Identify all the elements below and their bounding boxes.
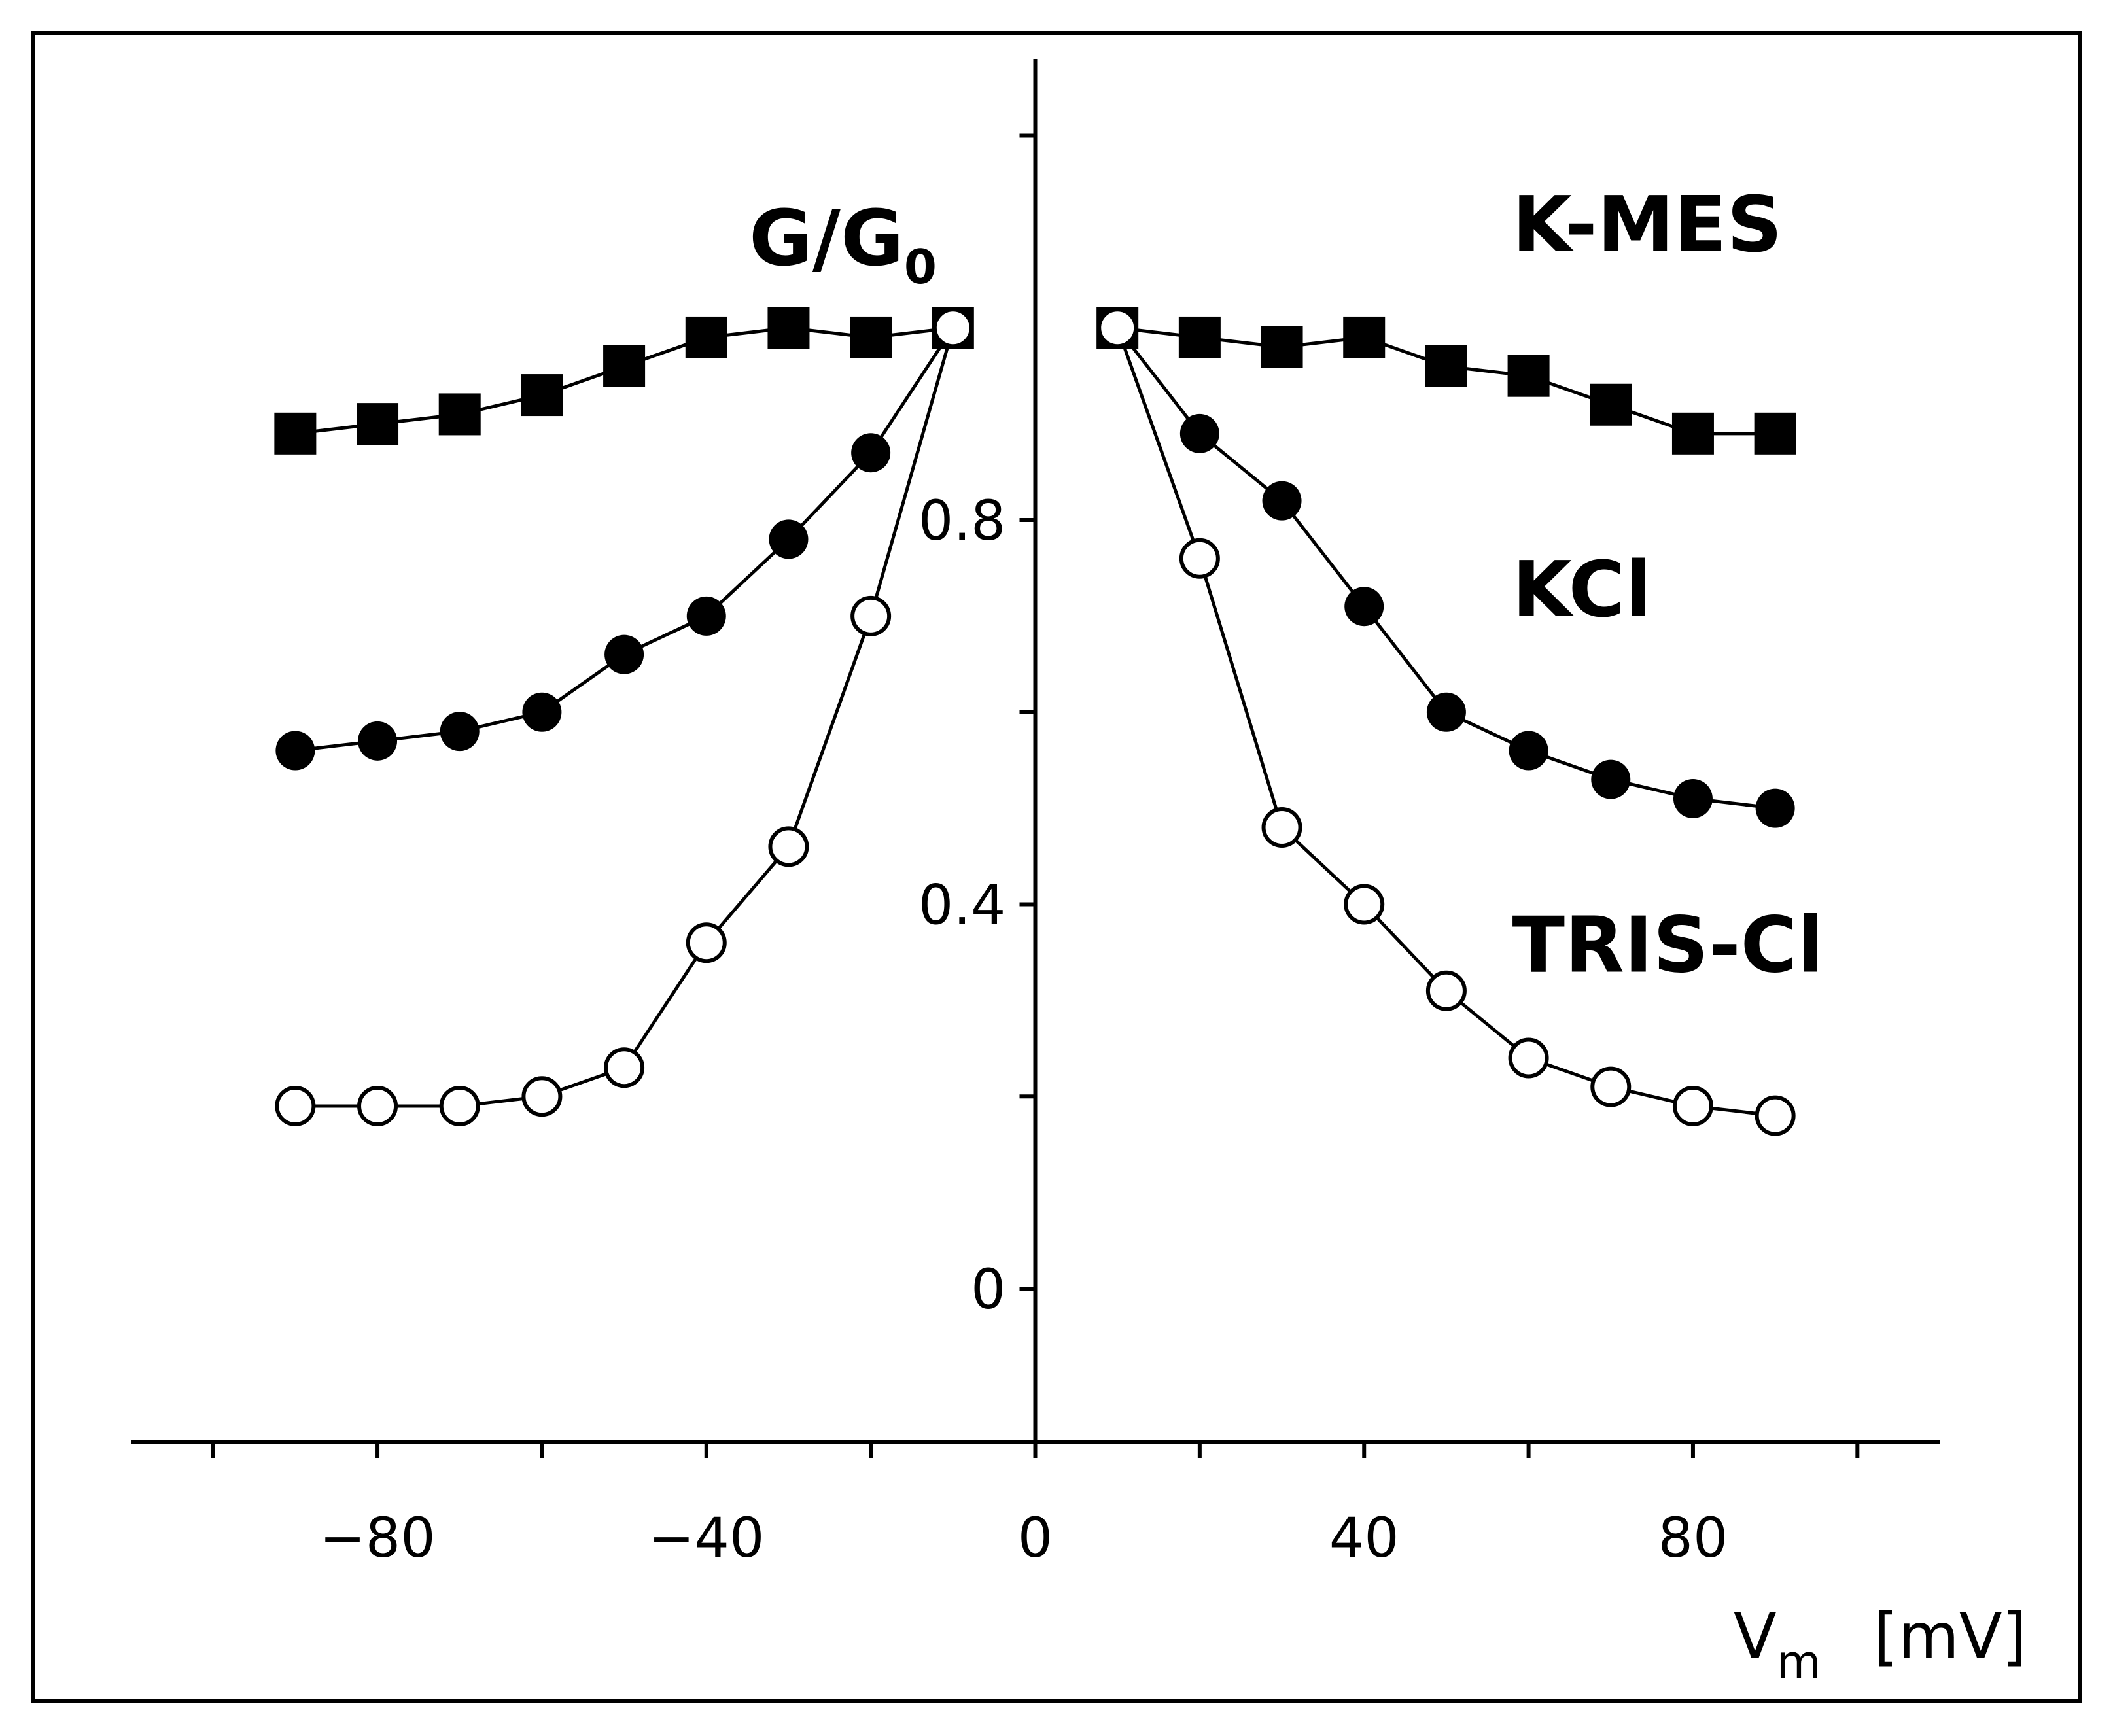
y-axis-title-main: G/G [749, 193, 904, 283]
series-line-kcl [295, 326, 954, 752]
y-axis-title: G/G0 [749, 193, 937, 294]
data-point-kmes [1178, 316, 1221, 358]
x-tick-label: 0 [1018, 1506, 1053, 1570]
data-point-triscl [275, 1085, 316, 1126]
data-point-triscl [439, 1085, 480, 1126]
data-point-triscl [1097, 307, 1138, 349]
data-point-kcl [1179, 413, 1219, 453]
data-point-kcl [275, 731, 315, 771]
data-point-kcl [1591, 759, 1631, 799]
data-point-kmes [521, 374, 563, 417]
data-point-kmes [438, 393, 481, 436]
data-point-kmes [603, 345, 646, 387]
x-axis-title-sub: m [1777, 1635, 1821, 1689]
data-point-kcl [851, 433, 891, 473]
data-point-kmes [1425, 345, 1467, 387]
data-point-kcl [604, 634, 644, 674]
data-point-kcl [440, 712, 480, 752]
data-point-triscl [686, 922, 727, 963]
data-point-kmes [274, 412, 317, 455]
data-point-triscl [604, 1047, 645, 1088]
series-label: KCl [1512, 544, 1651, 634]
data-point-triscl [932, 307, 973, 349]
data-point-kmes [850, 316, 892, 358]
series-label: K-MES [1512, 179, 1782, 269]
data-point-kmes [1261, 326, 1303, 368]
data-point-triscl [1179, 538, 1220, 579]
data-point-kmes [1671, 412, 1714, 455]
data-point-kcl [358, 721, 398, 761]
x-axis-title-unit: [mV] [1874, 1600, 2027, 1673]
series-layer [274, 307, 1796, 1136]
data-point-triscl [357, 1085, 398, 1126]
data-point-kmes [685, 316, 727, 358]
data-point-triscl [1425, 970, 1467, 1011]
y-tick-label: 0 [971, 1257, 1005, 1321]
data-point-triscl [850, 595, 892, 636]
y-tick-label: 0.8 [918, 489, 1006, 553]
data-point-triscl [1672, 1085, 1713, 1126]
data-point-kcl [1509, 731, 1548, 771]
data-point-kmes [1507, 355, 1550, 397]
figure-frame [31, 31, 2082, 1703]
y-tick-label: 0.4 [918, 873, 1006, 937]
data-point-kcl [769, 519, 809, 559]
data-point-triscl [768, 826, 809, 867]
data-point-kmes [1754, 412, 1796, 455]
x-axis-title-main: V [1734, 1600, 1777, 1673]
data-point-kmes [357, 403, 399, 445]
data-point-kmes [1343, 316, 1386, 358]
data-point-triscl [1261, 807, 1302, 848]
x-tick-label: −40 [648, 1506, 764, 1570]
data-point-kcl [1344, 587, 1384, 627]
data-point-triscl [1508, 1037, 1549, 1079]
data-point-kmes [1590, 383, 1632, 426]
data-point-triscl [1590, 1066, 1632, 1107]
data-point-triscl [521, 1076, 563, 1117]
data-point-kcl [522, 692, 562, 732]
y-axis-title-sub: 0 [904, 239, 937, 294]
data-point-triscl [1344, 884, 1385, 925]
data-point-kcl [686, 596, 726, 636]
data-point-kmes [767, 307, 810, 349]
data-point-kcl [1426, 692, 1466, 732]
series-label: TRIS-Cl [1512, 899, 1823, 990]
data-point-kcl [1673, 778, 1713, 818]
x-tick-label: −80 [319, 1506, 435, 1570]
data-point-kcl [1755, 788, 1795, 828]
axes: −80 −40 0 40 80 0 0.4 0.8 [131, 59, 1940, 1570]
data-point-triscl [1755, 1095, 1796, 1136]
x-axis-title: Vm [mV] [1734, 1600, 2027, 1689]
x-tick-label: 80 [1658, 1506, 1728, 1570]
data-point-kcl [1262, 481, 1302, 521]
x-tick-label: 40 [1329, 1506, 1399, 1570]
